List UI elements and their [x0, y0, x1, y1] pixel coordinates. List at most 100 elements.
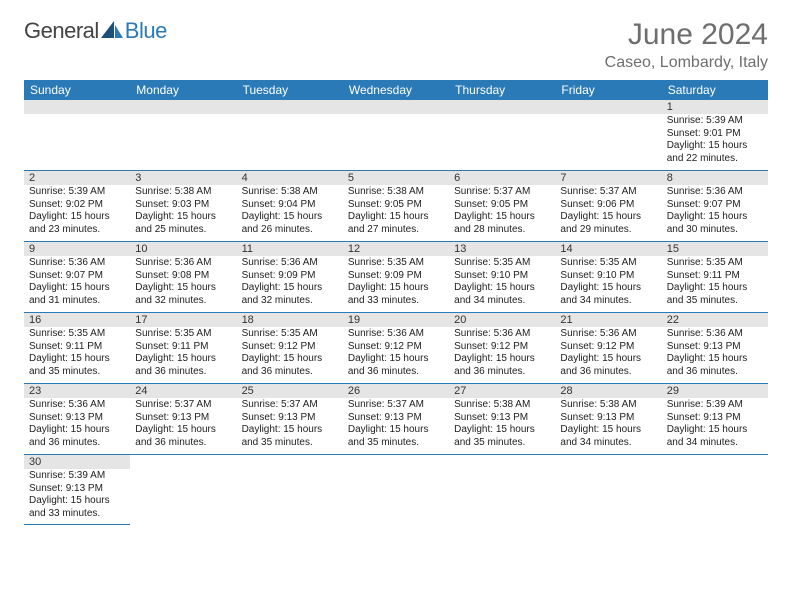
day-info: Sunrise: 5:36 AMSunset: 9:07 PMDaylight:… — [662, 185, 768, 241]
sunset-text: Sunset: 9:10 PM — [560, 270, 656, 283]
sunrise-text: Sunrise: 5:38 AM — [135, 186, 231, 199]
day-info — [24, 114, 130, 170]
sunset-text: Sunset: 9:04 PM — [242, 199, 338, 212]
sunrise-text: Sunrise: 5:39 AM — [29, 186, 125, 199]
sunset-text: Sunset: 9:11 PM — [135, 341, 231, 354]
day-info — [555, 114, 661, 170]
sunrise-text: Sunrise: 5:37 AM — [454, 186, 550, 199]
day-number — [343, 100, 449, 114]
day-info: Sunrise: 5:36 AMSunset: 9:13 PMDaylight:… — [662, 327, 768, 383]
day-info: Sunrise: 5:38 AMSunset: 9:03 PMDaylight:… — [130, 185, 236, 241]
day-info: Sunrise: 5:35 AMSunset: 9:11 PMDaylight:… — [24, 327, 130, 383]
month-title: June 2024 — [605, 18, 768, 52]
day-info: Sunrise: 5:37 AMSunset: 9:13 PMDaylight:… — [343, 398, 449, 454]
sunrise-text: Sunrise: 5:36 AM — [348, 328, 444, 341]
day-number: 28 — [555, 384, 661, 398]
day-info: Sunrise: 5:35 AMSunset: 9:11 PMDaylight:… — [662, 256, 768, 312]
day-info — [237, 114, 343, 170]
daylight-text: Daylight: 15 hours and 29 minutes. — [560, 211, 656, 236]
day-info: Sunrise: 5:36 AMSunset: 9:09 PMDaylight:… — [237, 256, 343, 312]
sunrise-text: Sunrise: 5:36 AM — [667, 186, 763, 199]
day-number: 6 — [449, 171, 555, 185]
day-info: Sunrise: 5:36 AMSunset: 9:12 PMDaylight:… — [449, 327, 555, 383]
sunrise-text: Sunrise: 5:36 AM — [29, 399, 125, 412]
sunrise-text: Sunrise: 5:36 AM — [242, 257, 338, 270]
weekday-header: Monday — [130, 80, 236, 100]
daylight-text: Daylight: 15 hours and 35 minutes. — [454, 424, 550, 449]
sunrise-text: Sunrise: 5:37 AM — [135, 399, 231, 412]
day-info: Sunrise: 5:36 AMSunset: 9:08 PMDaylight:… — [130, 256, 236, 312]
day-info: Sunrise: 5:39 AM Sunset: 9:13 PM Dayligh… — [24, 469, 130, 525]
day-info: Sunrise: 5:38 AMSunset: 9:13 PMDaylight:… — [555, 398, 661, 454]
daylight-text: Daylight: 15 hours and 34 minutes. — [454, 282, 550, 307]
day-number: 1 — [662, 100, 768, 114]
weekday-header-row: Sunday Monday Tuesday Wednesday Thursday… — [24, 80, 768, 100]
sunset-text: Sunset: 9:13 PM — [29, 483, 125, 496]
calendar: Sunday Monday Tuesday Wednesday Thursday… — [24, 80, 768, 525]
sunrise-text: Sunrise: 5:37 AM — [242, 399, 338, 412]
day-number — [237, 100, 343, 114]
sunrise-text: Sunrise: 5:35 AM — [560, 257, 656, 270]
daylight-text: Daylight: 15 hours and 25 minutes. — [135, 211, 231, 236]
day-number: 7 — [555, 171, 661, 185]
day-number: 22 — [662, 313, 768, 327]
day-number: 10 — [130, 242, 236, 256]
sunrise-text: Sunrise: 5:35 AM — [242, 328, 338, 341]
logo: General Blue — [24, 18, 167, 44]
sunset-text: Sunset: 9:05 PM — [348, 199, 444, 212]
sunrise-text: Sunrise: 5:35 AM — [29, 328, 125, 341]
sunset-text: Sunset: 9:03 PM — [135, 199, 231, 212]
day-number: 30 — [24, 455, 130, 469]
weekday-header: Wednesday — [343, 80, 449, 100]
day-info-row: Sunrise: 5:35 AMSunset: 9:11 PMDaylight:… — [24, 327, 768, 384]
day-number: 2 — [24, 171, 130, 185]
daylight-text: Daylight: 15 hours and 36 minutes. — [560, 353, 656, 378]
daylight-text: Daylight: 15 hours and 34 minutes. — [560, 424, 656, 449]
sunset-text: Sunset: 9:10 PM — [454, 270, 550, 283]
sunset-text: Sunset: 9:07 PM — [667, 199, 763, 212]
daylight-text: Daylight: 15 hours and 28 minutes. — [454, 211, 550, 236]
day-info: Sunrise: 5:39 AMSunset: 9:02 PMDaylight:… — [24, 185, 130, 241]
day-number: 23 — [24, 384, 130, 398]
day-number-row: 23242526272829 — [24, 384, 768, 398]
day-number — [555, 100, 661, 114]
day-number: 4 — [237, 171, 343, 185]
day-info: Sunrise: 5:35 AMSunset: 9:12 PMDaylight:… — [237, 327, 343, 383]
daylight-text: Daylight: 15 hours and 34 minutes. — [667, 424, 763, 449]
day-number: 25 — [237, 384, 343, 398]
day-info: Sunrise: 5:39 AMSunset: 9:13 PMDaylight:… — [662, 398, 768, 454]
day-info: Sunrise: 5:37 AMSunset: 9:05 PMDaylight:… — [449, 185, 555, 241]
sunset-text: Sunset: 9:12 PM — [348, 341, 444, 354]
daylight-text: Daylight: 15 hours and 30 minutes. — [667, 211, 763, 236]
sunset-text: Sunset: 9:09 PM — [242, 270, 338, 283]
day-info: Sunrise: 5:36 AMSunset: 9:13 PMDaylight:… — [24, 398, 130, 454]
daylight-text: Daylight: 15 hours and 35 minutes. — [242, 424, 338, 449]
sunset-text: Sunset: 9:11 PM — [29, 341, 125, 354]
day-info: Sunrise: 5:35 AMSunset: 9:11 PMDaylight:… — [130, 327, 236, 383]
sunrise-text: Sunrise: 5:37 AM — [560, 186, 656, 199]
day-number: 18 — [237, 313, 343, 327]
day-info: Sunrise: 5:38 AMSunset: 9:05 PMDaylight:… — [343, 185, 449, 241]
sunset-text: Sunset: 9:12 PM — [454, 341, 550, 354]
day-number: 19 — [343, 313, 449, 327]
sunset-text: Sunset: 9:13 PM — [454, 412, 550, 425]
day-info — [130, 114, 236, 170]
sunrise-text: Sunrise: 5:39 AM — [667, 399, 763, 412]
sunrise-text: Sunrise: 5:38 AM — [454, 399, 550, 412]
sunrise-text: Sunrise: 5:39 AM — [29, 470, 125, 483]
day-number: 13 — [449, 242, 555, 256]
sunrise-text: Sunrise: 5:37 AM — [348, 399, 444, 412]
daylight-text: Daylight: 15 hours and 34 minutes. — [560, 282, 656, 307]
location-subtitle: Caseo, Lombardy, Italy — [605, 54, 768, 72]
trailing-day: 30 Sunrise: 5:39 AM Sunset: 9:13 PM Dayl… — [24, 455, 768, 525]
day-info: Sunrise: 5:39 AMSunset: 9:01 PMDaylight:… — [662, 114, 768, 170]
sunrise-text: Sunrise: 5:38 AM — [560, 399, 656, 412]
day-number — [24, 100, 130, 114]
sunrise-text: Sunrise: 5:38 AM — [242, 186, 338, 199]
day-number-row: 9101112131415 — [24, 242, 768, 256]
day-number: 15 — [662, 242, 768, 256]
sunset-text: Sunset: 9:13 PM — [135, 412, 231, 425]
weekday-header: Tuesday — [237, 80, 343, 100]
day-number: 14 — [555, 242, 661, 256]
sunset-text: Sunset: 9:13 PM — [29, 412, 125, 425]
